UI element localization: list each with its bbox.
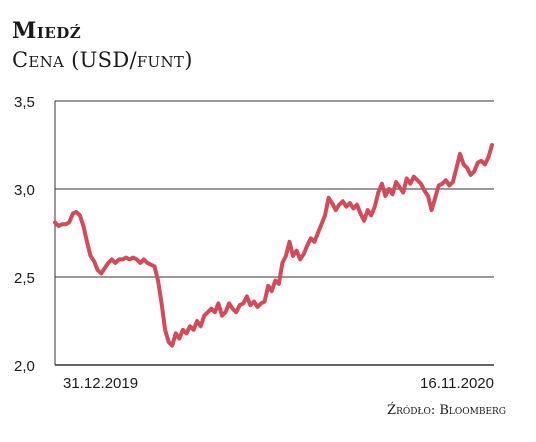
grid-lines (54, 100, 494, 366)
price-series-line (53, 143, 494, 348)
y-tick-label: 3,5 (14, 94, 35, 111)
x-axis-tick-labels: 31.12.2019 16.11.2020 (63, 375, 494, 392)
x-tick-label: 31.12.2019 (63, 375, 138, 392)
chart-title: Miedź (12, 18, 82, 44)
y-tick-label: 2,5 (14, 270, 35, 287)
y-axis-tick-labels: 3,5 3,0 2,5 2,0 (14, 94, 35, 375)
y-tick-label: 3,0 (14, 182, 35, 199)
chart-subtitle: Cena (USD/funt) (12, 48, 193, 72)
y-tick-label: 2,0 (14, 358, 35, 375)
x-tick-label: 16.11.2020 (420, 375, 494, 392)
series-layer (53, 143, 494, 348)
source-note: Źródło: Bloomberg (387, 403, 506, 418)
